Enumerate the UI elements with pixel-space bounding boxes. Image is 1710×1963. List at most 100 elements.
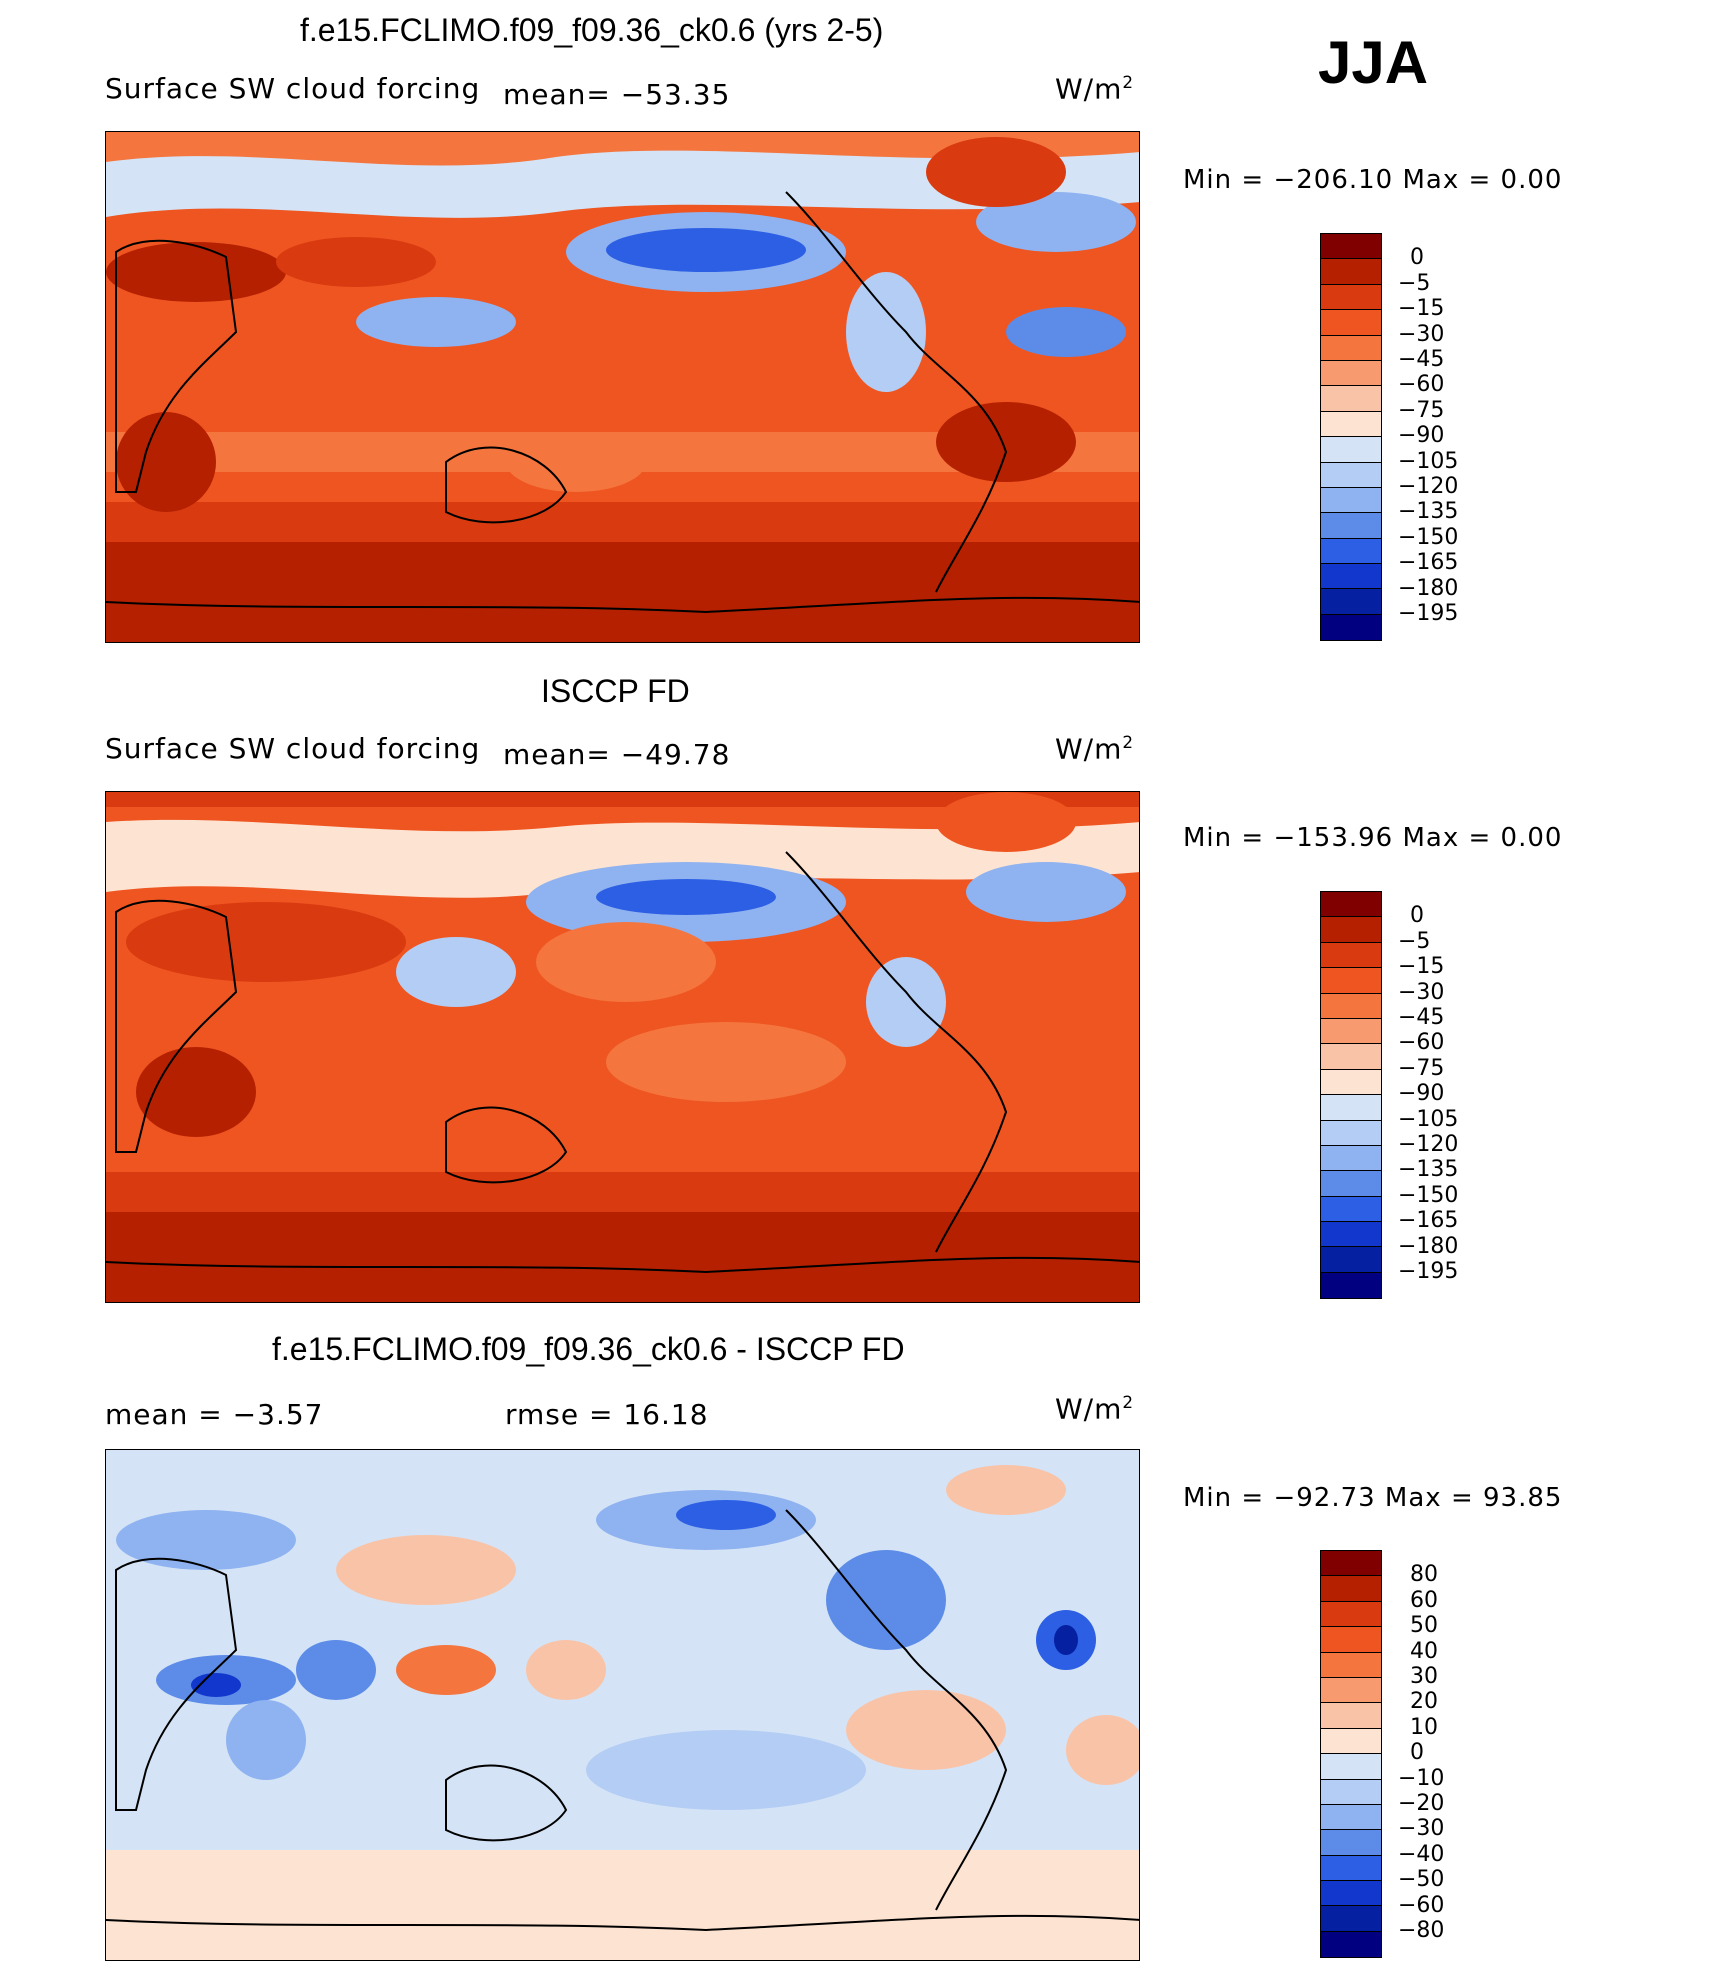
colorbar-swatch	[1321, 942, 1381, 969]
colorbar-swatch	[1321, 917, 1381, 943]
colorbar-swatch	[1321, 564, 1381, 590]
panel2-variable-label: Surface SW cloud forcing	[105, 732, 481, 765]
colorbar-swatch	[1321, 1881, 1381, 1907]
colorbar-tick-label: −10	[1398, 1765, 1445, 1791]
colorbar-swatch	[1321, 1272, 1381, 1299]
panel2-map	[105, 791, 1140, 1303]
panel1-title: f.e15.FCLIMO.f09_f09.36_ck0.6 (yrs 2-5)	[300, 12, 884, 48]
colorbar-swatch	[1321, 1247, 1381, 1273]
colorbar-tick-label: −60	[1398, 372, 1445, 398]
panel2-title: ISCCP FD	[541, 673, 690, 709]
colorbar-swatch	[1321, 1018, 1381, 1045]
panel2-mean-label: mean= −49.78	[503, 738, 731, 771]
colorbar-tick-label: −120	[1398, 474, 1459, 499]
colorbar-tick-label: −135	[1398, 1157, 1459, 1183]
colorbar-swatch	[1321, 1222, 1381, 1248]
colorbar-swatch	[1321, 1652, 1381, 1678]
colorbar-tick-label: −195	[1398, 1259, 1459, 1284]
colorbar-tick-label: −5	[1398, 270, 1431, 296]
colorbar-tick-label: −150	[1398, 524, 1459, 550]
colorbar-swatch	[1321, 513, 1381, 539]
colorbar-tick-label: −45	[1398, 1005, 1445, 1030]
panel1-mean-label: mean= −53.35	[503, 78, 731, 111]
colorbar-tick-label: −105	[1398, 448, 1459, 474]
colorbar-tick-label: −165	[1398, 1208, 1459, 1234]
colorbar-swatch	[1321, 1754, 1381, 1780]
colorbar-swatch	[1321, 892, 1381, 918]
panel3-rmse-label: rmse = 16.18	[505, 1398, 709, 1431]
colorbar-tick-label: −75	[1398, 397, 1445, 423]
colorbar-tick-label: −15	[1398, 296, 1445, 322]
colorbar-tick-label: −45	[1398, 347, 1445, 372]
colorbar-tick-label: 30	[1410, 1664, 1438, 1689]
colorbar-swatch	[1321, 1855, 1381, 1882]
panel3-mean-label: mean = −3.57	[105, 1398, 324, 1431]
colorbar-swatch	[1321, 1728, 1381, 1755]
colorbar-tick-label: −165	[1398, 550, 1459, 576]
colorbar-tick-label: 60	[1410, 1587, 1438, 1613]
colorbar-swatch	[1321, 1601, 1381, 1628]
colorbar-tick-label: −120	[1398, 1132, 1459, 1157]
panel1-min-max: Min = −206.10 Max = 0.00	[1183, 165, 1563, 195]
colorbar-tick-label: −80	[1398, 1918, 1445, 1943]
colorbar-swatch	[1321, 1779, 1381, 1805]
colorbar-tick-label: −30	[1398, 979, 1445, 1005]
colorbar-swatch	[1321, 234, 1381, 260]
panel1-variable-label: Surface SW cloud forcing	[105, 72, 481, 105]
panel2-colorbar	[1320, 891, 1382, 1300]
panel3-map	[105, 1449, 1140, 1961]
colorbar-tick-label: −90	[1398, 423, 1445, 449]
colorbar-tick-label: −135	[1398, 499, 1459, 525]
colorbar-swatch	[1321, 1830, 1381, 1856]
colorbar-tick-label: 0	[1410, 903, 1424, 929]
colorbar-tick-label: −90	[1398, 1081, 1445, 1107]
colorbar-swatch	[1321, 993, 1381, 1019]
colorbar-swatch	[1321, 1145, 1381, 1172]
colorbar-tick-label: −105	[1398, 1106, 1459, 1132]
colorbar-swatch	[1321, 259, 1381, 285]
colorbar-tick-label: −60	[1398, 1030, 1445, 1056]
colorbar-tick-label: −195	[1398, 601, 1459, 626]
colorbar-swatch	[1321, 538, 1381, 565]
colorbar-swatch	[1321, 1804, 1381, 1831]
colorbar-tick-label: −20	[1398, 1791, 1445, 1816]
colorbar-swatch	[1321, 1196, 1381, 1223]
colorbar-tick-label: 20	[1410, 1689, 1438, 1715]
colorbar-swatch	[1321, 1931, 1381, 1958]
colorbar-tick-label: 80	[1410, 1562, 1438, 1588]
colorbar-tick-label: −30	[1398, 1816, 1445, 1842]
panel1-units: W/m2	[1055, 72, 1135, 106]
panel2-min-max: Min = −153.96 Max = 0.00	[1183, 823, 1563, 853]
colorbar-swatch	[1321, 1703, 1381, 1729]
colorbar-swatch	[1321, 1906, 1381, 1932]
colorbar-swatch	[1321, 1551, 1381, 1577]
colorbar-swatch	[1321, 335, 1381, 361]
panel3-units: W/m2	[1055, 1392, 1135, 1426]
panel2-contour-field	[106, 792, 1139, 1302]
colorbar-swatch	[1321, 1069, 1381, 1096]
colorbar-swatch	[1321, 411, 1381, 438]
colorbar-tick-label: 0	[1410, 245, 1424, 271]
colorbar-tick-label: 10	[1410, 1714, 1438, 1740]
colorbar-tick-label: −180	[1398, 575, 1459, 601]
panel3-contour-field	[106, 1450, 1139, 1960]
panel1-contour-field	[106, 132, 1139, 642]
colorbar-tick-label: −30	[1398, 321, 1445, 347]
colorbar-swatch	[1321, 1576, 1381, 1602]
colorbar-swatch	[1321, 487, 1381, 514]
colorbar-tick-label: −180	[1398, 1233, 1459, 1259]
colorbar-swatch	[1321, 284, 1381, 311]
colorbar-swatch	[1321, 1120, 1381, 1146]
colorbar-tick-label: −5	[1398, 928, 1431, 954]
colorbar-swatch	[1321, 1044, 1381, 1070]
colorbar-tick-label: −15	[1398, 954, 1445, 980]
colorbar-tick-label: 50	[1410, 1613, 1438, 1639]
colorbar-swatch	[1321, 462, 1381, 488]
colorbar-swatch	[1321, 1677, 1381, 1704]
panel3-title: f.e15.FCLIMO.f09_f09.36_ck0.6 - ISCCP FD	[272, 1331, 905, 1367]
colorbar-swatch	[1321, 310, 1381, 336]
colorbar-swatch	[1321, 386, 1381, 412]
colorbar-swatch	[1321, 589, 1381, 615]
colorbar-tick-label: −75	[1398, 1055, 1445, 1081]
colorbar-tick-label: −40	[1398, 1841, 1445, 1867]
